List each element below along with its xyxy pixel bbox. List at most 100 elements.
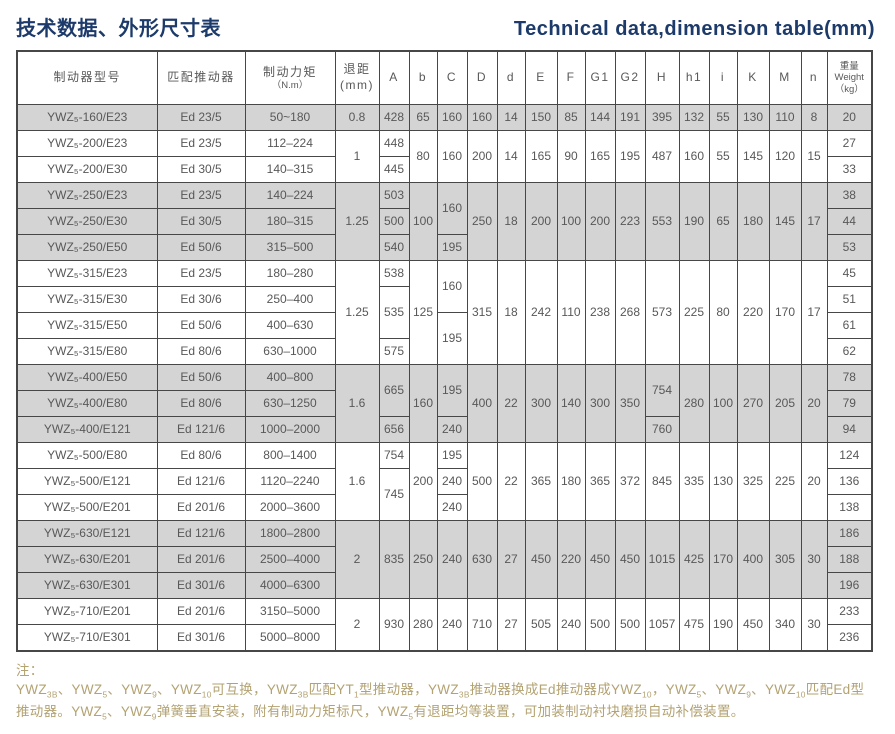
table-row: YWZ₅-630/E201 Ed 201/6 2500–4000 188	[16, 546, 873, 573]
cell-model: YWZ₅-710/E301	[16, 624, 158, 652]
cell-model: YWZ₅-250/E30	[16, 208, 158, 235]
cell-E: 450	[524, 520, 558, 599]
cell-torque: 315–500	[244, 234, 336, 261]
cell-thruster: Ed 301/6	[156, 624, 246, 652]
cell-d: 27	[496, 520, 526, 599]
cell-i: 130	[708, 442, 738, 521]
cell-torque: 3150–5000	[244, 598, 336, 625]
cell-model: YWZ₅-315/E30	[16, 286, 158, 313]
cell-C: 160	[436, 104, 468, 131]
cell-torque: 2000–3600	[244, 494, 336, 521]
cell-C: 195	[436, 312, 468, 365]
cell-G2: 191	[614, 104, 646, 131]
cell-weight: 38	[826, 182, 873, 209]
cell-i: 65	[708, 182, 738, 261]
cell-C: 240	[436, 520, 468, 599]
table-row: YWZ₅-400/E50 Ed 50/6 400–800 1.6 665 160 195 40…	[16, 364, 873, 443]
cell-M: 170	[768, 260, 802, 365]
cell-D: 250	[466, 182, 498, 261]
cell-G1: 144	[584, 104, 616, 131]
cell-gap: 1.6	[334, 364, 380, 443]
cell-thruster: Ed 30/5	[156, 156, 246, 183]
col-header-G2: G2	[614, 50, 646, 105]
cell-torque: 140–224	[244, 182, 336, 209]
cell-weight: 233	[826, 598, 873, 625]
cell-n: 8	[800, 104, 828, 131]
cell-gap: 1.25	[334, 182, 380, 261]
cell-H: 1057	[644, 598, 680, 652]
cell-model: YWZ₅-500/E201	[16, 494, 158, 521]
cell-D: 200	[466, 130, 498, 183]
cell-F: 180	[556, 442, 586, 521]
cell-i: 190	[708, 598, 738, 652]
cell-G2: 195	[614, 130, 646, 183]
cell-gap: 1.6	[334, 442, 380, 521]
cell-F: 100	[556, 182, 586, 261]
cell-weight: 51	[826, 286, 873, 313]
cell-thruster: Ed 50/6	[156, 364, 246, 391]
cell-G1: 500	[584, 598, 616, 652]
col-header-F: F	[556, 50, 586, 105]
cell-thruster: Ed 301/6	[156, 572, 246, 599]
cell-b: 200	[408, 442, 438, 521]
cell-model: YWZ₅-500/E121	[16, 468, 158, 495]
col-header-A: A	[378, 50, 410, 105]
cell-torque: 140–315	[244, 156, 336, 183]
cell-weight: 27	[826, 130, 873, 157]
cell-D: 500	[466, 442, 498, 521]
cell-M: 110	[768, 104, 802, 131]
cell-torque: 5000–8000	[244, 624, 336, 652]
cell-E: 200	[524, 182, 558, 261]
footnote-text: YWZ3B、YWZ5、YWZ9、YWZ10可互换，YWZ3B匹配YT1型推动器，…	[16, 682, 865, 722]
cell-weight: 196	[826, 572, 873, 599]
cell-n: 17	[800, 260, 828, 365]
cell-thruster: Ed 80/6	[156, 338, 246, 365]
cell-thruster: Ed 23/5	[156, 182, 246, 209]
table-row: YWZ₅-315/E50 Ed 50/6 400–630 195 61	[16, 312, 873, 365]
cell-i: 170	[708, 520, 738, 599]
cell-n: 17	[800, 182, 828, 261]
col-header-d: d	[496, 50, 526, 105]
cell-d: 22	[496, 364, 526, 443]
col-header-h1: h1	[678, 50, 710, 105]
cell-thruster: Ed 23/5	[156, 104, 246, 131]
cell-model: YWZ₅-200/E30	[16, 156, 158, 183]
cell-torque: 250–400	[244, 286, 336, 313]
cell-H: 573	[644, 260, 680, 365]
cell-G2: 372	[614, 442, 646, 521]
cell-thruster: Ed 201/6	[156, 546, 246, 573]
cell-weight: 53	[826, 234, 873, 261]
cell-torque: 400–800	[244, 364, 336, 391]
cell-K: 220	[736, 260, 770, 365]
cell-D: 400	[466, 364, 498, 443]
cell-torque: 4000–6300	[244, 572, 336, 599]
cell-b: 80	[408, 130, 438, 183]
cell-h1: 132	[678, 104, 710, 131]
cell-G1: 365	[584, 442, 616, 521]
cell-K: 180	[736, 182, 770, 261]
cell-d: 14	[496, 130, 526, 183]
cell-thruster: Ed 50/6	[156, 312, 246, 339]
cell-F: 90	[556, 130, 586, 183]
cell-i: 55	[708, 130, 738, 183]
cell-E: 300	[524, 364, 558, 443]
cell-C: 160	[436, 182, 468, 235]
cell-weight: 138	[826, 494, 873, 521]
cell-weight: 78	[826, 364, 873, 391]
cell-A: 745	[378, 468, 410, 521]
cell-G2: 268	[614, 260, 646, 365]
cell-D: 710	[466, 598, 498, 652]
table-row: YWZ₅-200/E23 Ed 23/5 112–224 1 448 80 160 200 14…	[16, 130, 873, 183]
page-title-en: Technical data,dimension table(mm)	[513, 18, 875, 40]
cell-model: YWZ₅-400/E121	[16, 416, 158, 443]
cell-h1: 425	[678, 520, 710, 599]
cell-M: 120	[768, 130, 802, 183]
cell-d: 18	[496, 260, 526, 365]
footnote: 注： YWZ3B、YWZ5、YWZ9、YWZ10可互换，YWZ3B匹配YT1型推…	[16, 661, 875, 723]
table-row: YWZ₅-250/E23 Ed 23/5 140–224 1.25 503 100 160 2…	[16, 182, 873, 261]
cell-A: 835	[378, 520, 410, 599]
cell-model: YWZ₅-315/E50	[16, 312, 158, 339]
cell-h1: 225	[678, 260, 710, 365]
cell-weight: 45	[826, 260, 873, 287]
cell-F: 85	[556, 104, 586, 131]
